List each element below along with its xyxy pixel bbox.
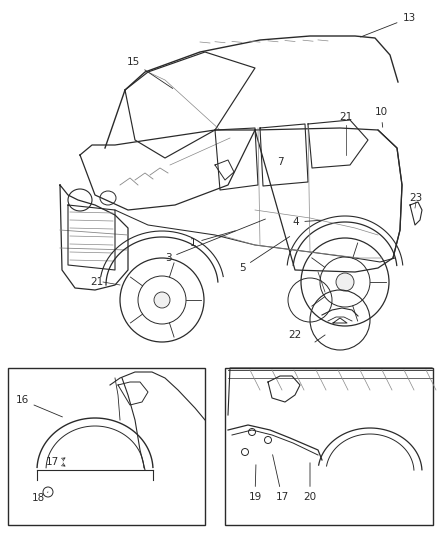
Text: 22: 22	[288, 330, 302, 340]
Circle shape	[336, 273, 354, 291]
Bar	[225, 368, 433, 525]
Text: 16: 16	[15, 395, 63, 417]
Text: 13: 13	[360, 13, 416, 37]
Text: 1: 1	[190, 231, 235, 248]
Text: 15: 15	[127, 57, 173, 88]
Circle shape	[154, 292, 170, 308]
Text: 19: 19	[248, 465, 261, 502]
Text: 10: 10	[374, 107, 388, 127]
Text: 5: 5	[239, 237, 290, 273]
Text: 17: 17	[46, 457, 59, 467]
Bar	[8, 368, 205, 525]
Text: 4: 4	[293, 217, 322, 227]
Text: 20: 20	[304, 463, 317, 502]
Text: 21: 21	[90, 277, 104, 287]
Text: 18: 18	[32, 492, 48, 503]
Text: 23: 23	[410, 193, 423, 203]
Text: 7: 7	[277, 157, 283, 167]
Text: 21: 21	[339, 112, 353, 122]
Text: 17: 17	[272, 455, 289, 502]
Text: 3: 3	[165, 219, 265, 263]
